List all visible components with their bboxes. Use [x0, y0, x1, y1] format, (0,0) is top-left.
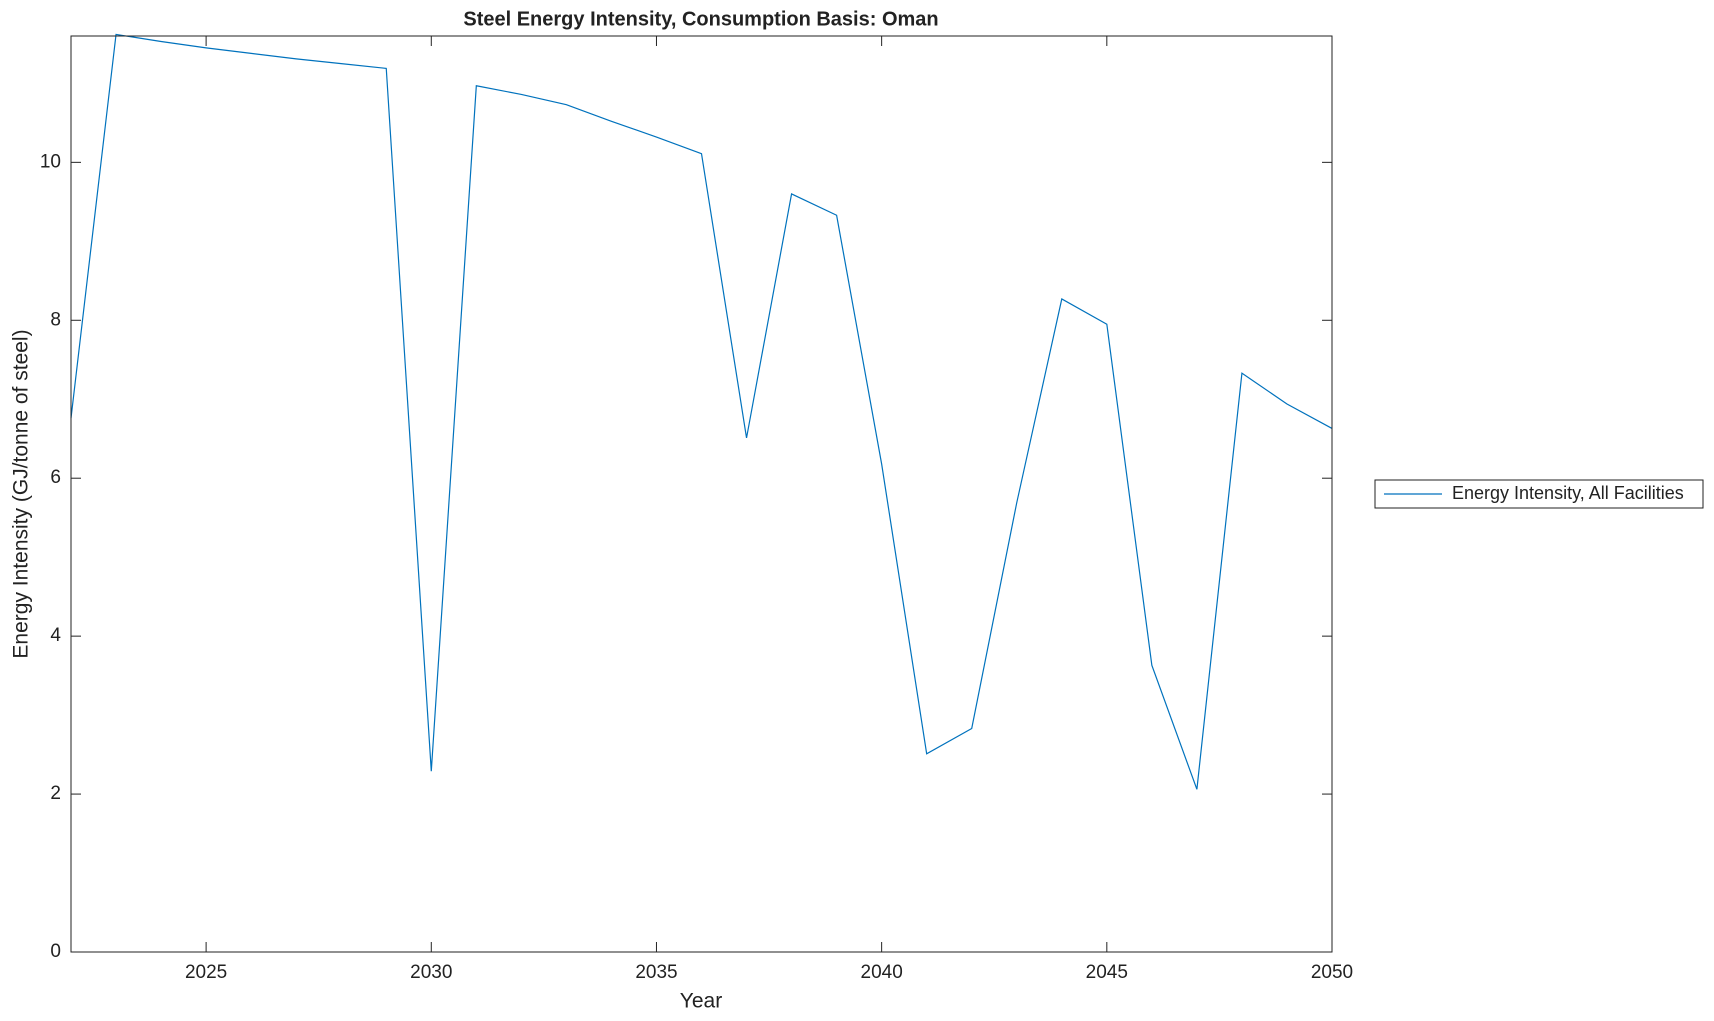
plot-frame	[70, 35, 1333, 953]
x-tick-label: 2040	[861, 962, 903, 983]
data-line	[70, 33, 1333, 790]
x-tick-label: 2025	[185, 962, 227, 983]
x-tick-label: 2045	[1086, 962, 1128, 983]
x-tick-label: 2030	[410, 962, 452, 983]
x-axis-label: Year	[680, 990, 722, 1013]
y-tick-label: 10	[40, 151, 61, 172]
y-tick-label: 0	[50, 941, 61, 962]
y-tick-label: 8	[50, 309, 61, 330]
y-axis-label: Energy Intensity (GJ/tonne of steel)	[10, 329, 33, 658]
x-tick-label: 2035	[635, 962, 677, 983]
legend-label: Energy Intensity, All Facilities	[1452, 483, 1684, 503]
chart-title: Steel Energy Intensity, Consumption Basi…	[463, 8, 938, 30]
y-tick-label: 2	[50, 783, 61, 804]
y-tick-label: 6	[50, 467, 61, 488]
y-tick-label: 4	[50, 625, 61, 646]
x-tick-label: 2050	[1311, 962, 1353, 983]
